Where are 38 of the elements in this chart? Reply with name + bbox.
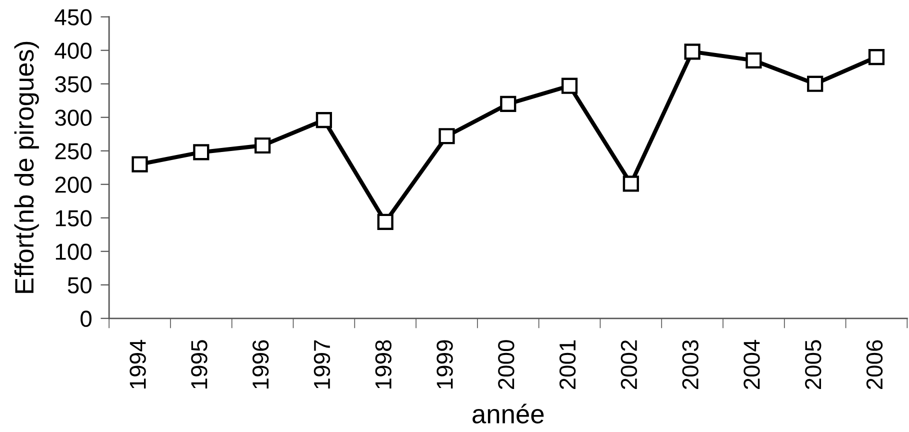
x-tick-label: 2003 (682, 340, 698, 390)
point (377, 214, 394, 230)
y-tick-label: 250 (55, 143, 92, 160)
x-tick-label: 2006 (866, 340, 883, 390)
x-tick-label: 2005 (805, 340, 822, 390)
x-tick-label: 1998 (375, 340, 392, 388)
point (193, 144, 210, 160)
x-tick-label: 1996 (252, 340, 269, 388)
y-tick-label: 100 (56, 244, 92, 260)
x-tick-label: 2000 (498, 340, 514, 390)
point (868, 49, 885, 66)
point (316, 112, 332, 128)
x-axis-title: année (472, 404, 544, 424)
y-tick-label: 450 (54, 9, 92, 26)
y-tick-label: 350 (55, 76, 92, 92)
y-tick-label: 200 (55, 176, 92, 193)
y-tick-label: 150 (56, 210, 92, 226)
point (132, 156, 148, 172)
point (746, 52, 762, 68)
point (438, 128, 455, 144)
point (254, 137, 271, 154)
x-tick-label: 1997 (314, 340, 330, 388)
y-tick-label: 300 (55, 110, 92, 126)
x-tick-label: 1994 (130, 340, 146, 388)
x-tick-label: 2001 (559, 340, 576, 390)
x-tick-label: 2002 (620, 340, 638, 390)
point (684, 44, 700, 60)
x-tick-label: 1995 (191, 340, 208, 388)
point (561, 78, 578, 94)
point (500, 96, 516, 112)
y-tick-label: 50 (68, 277, 92, 294)
y-tick-label: 0 (80, 310, 92, 327)
y-tick-label: 400 (54, 42, 92, 59)
x-tick-label: 2004 (744, 340, 760, 390)
x-tick-label: 1999 (436, 340, 453, 388)
y-axis-title: Effort(nb de pirogues) (14, 42, 39, 293)
point (807, 76, 824, 92)
point (622, 176, 639, 192)
